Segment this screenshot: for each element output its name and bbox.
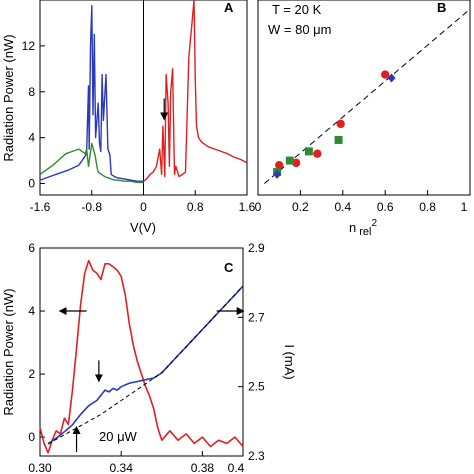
panel-b-xtick-label: 0.4 xyxy=(334,200,351,214)
panel-b-points xyxy=(273,70,396,179)
panel-b-xlabel-sup: 2 xyxy=(371,218,377,229)
panel-b-point-circle xyxy=(336,119,345,129)
panel-b-xlabel: n rel2 xyxy=(349,218,377,238)
panel-a-yticks: 0 4 8 12 xyxy=(22,39,45,191)
panel-c-xtick-label: 0.4 xyxy=(228,461,245,474)
panel-b-point-square xyxy=(304,147,313,156)
panel-b-xtick-label: 0.8 xyxy=(419,200,436,214)
panel-c-frame xyxy=(39,247,244,457)
panel-a-label: A xyxy=(224,0,234,15)
panel-a-xtick-label: -1.6 xyxy=(30,200,51,214)
panel-b-xticks: 0 0.2 0.4 0.6 0.8 1 xyxy=(255,190,471,214)
panel-b-point-circle xyxy=(313,149,322,158)
panel-c-y2tick-label: 2.9 xyxy=(248,241,265,255)
panel-c-ytick-label: 4 xyxy=(28,304,35,318)
panel-c-series-line xyxy=(47,285,244,445)
panel-c-arrows xyxy=(58,307,245,452)
panel-c: C Radiation Power (nW) I (mA) 20 μW 0.30… xyxy=(1,241,297,474)
panel-b-point-diamond xyxy=(273,169,282,179)
panel-c-annotation: 20 μW xyxy=(99,429,138,444)
panel-a-xtick-label: -0.8 xyxy=(81,200,102,214)
panel-a-xtick-label: 0.8 xyxy=(187,200,204,214)
panel-c-y2tick-label: 2.3 xyxy=(248,449,265,463)
panel-b-point-square xyxy=(334,135,343,144)
panel-c-xtick-label: 0.30 xyxy=(28,461,52,474)
panel-b-fit xyxy=(264,8,471,184)
panel-c-ytick-label: 0 xyxy=(28,430,35,444)
panel-c-yticks: 0 2 4 6 xyxy=(28,241,45,444)
panel-a-ytick-label: 0 xyxy=(28,177,35,191)
panel-c-ylabel: Radiation Power (nW) xyxy=(1,288,16,415)
panel-b-annotation-width: W = 80 μm xyxy=(268,22,331,37)
panel-b-fit-line xyxy=(264,8,471,184)
panel-a-series-line xyxy=(143,0,248,182)
panel-b-point-circle xyxy=(275,160,284,170)
panel-b-point-diamond xyxy=(387,73,396,83)
panel-a-ylabel: Radiation Power (nW) xyxy=(1,34,16,161)
panel-b-xtick-label: 0 xyxy=(255,200,262,214)
panel-b: B T = 20 K W = 80 μm n rel2 0 0.2 0.4 0.6 0.8… xyxy=(255,0,471,238)
panel-b-point-circle xyxy=(381,70,390,79)
panel-a-xtick-label: 1.6 xyxy=(239,200,256,214)
panel-c-series-line xyxy=(39,259,244,454)
panel-b-xtick-label: 1 xyxy=(461,200,468,214)
panel-c-ytick-label: 6 xyxy=(28,241,35,255)
panel-a: A Radiation Power (nW) V(V) -1.6 -0.8 0 0.8… xyxy=(1,0,256,235)
panel-c-y2ticks: 2.3 2.5 2.7 2.9 xyxy=(238,241,265,463)
panel-c-y2tick-label: 2.5 xyxy=(248,380,265,394)
panel-c-xtick-label: 0.38 xyxy=(191,461,215,474)
panel-b-xtick-label: 0.6 xyxy=(377,200,394,214)
panel-a-xlabel: V(V) xyxy=(130,220,156,235)
panel-a-ytick-label: 12 xyxy=(22,39,36,53)
panel-c-xticks: 0.30 0.34 0.38 0.4 xyxy=(28,451,245,474)
panel-c-y2label: I (mA) xyxy=(282,344,297,379)
panel-a-ytick-label: 4 xyxy=(28,131,35,145)
panel-c-series xyxy=(39,259,244,454)
panel-c-xtick-label: 0.34 xyxy=(110,461,134,474)
panel-c-series-line xyxy=(47,285,244,445)
panel-a-ytick-label: 8 xyxy=(28,85,35,99)
panel-c-ytick-label: 2 xyxy=(28,367,35,381)
panel-a-series-line xyxy=(39,142,144,184)
panel-a-series-line xyxy=(39,4,144,182)
panel-b-label: B xyxy=(437,0,446,15)
panel-c-y2tick-label: 2.7 xyxy=(248,310,265,324)
panel-a-xticks: -1.6 -0.8 0 0.8 1.6 xyxy=(30,190,256,214)
panel-a-xtick-label: 0 xyxy=(140,200,147,214)
panel-b-point-circle xyxy=(291,158,301,168)
panel-b-point-square xyxy=(285,156,294,165)
panel-b-annotation-temp: T = 20 K xyxy=(272,2,322,17)
panel-b-xtick-label: 0.2 xyxy=(292,200,309,214)
panel-c-label: C xyxy=(224,260,234,275)
panel-a-series xyxy=(39,0,248,195)
panel-b-frame xyxy=(257,0,471,196)
panel-b-xlabel-sub: rel xyxy=(359,226,371,238)
panel-b-xlabel-main: n xyxy=(349,220,356,235)
